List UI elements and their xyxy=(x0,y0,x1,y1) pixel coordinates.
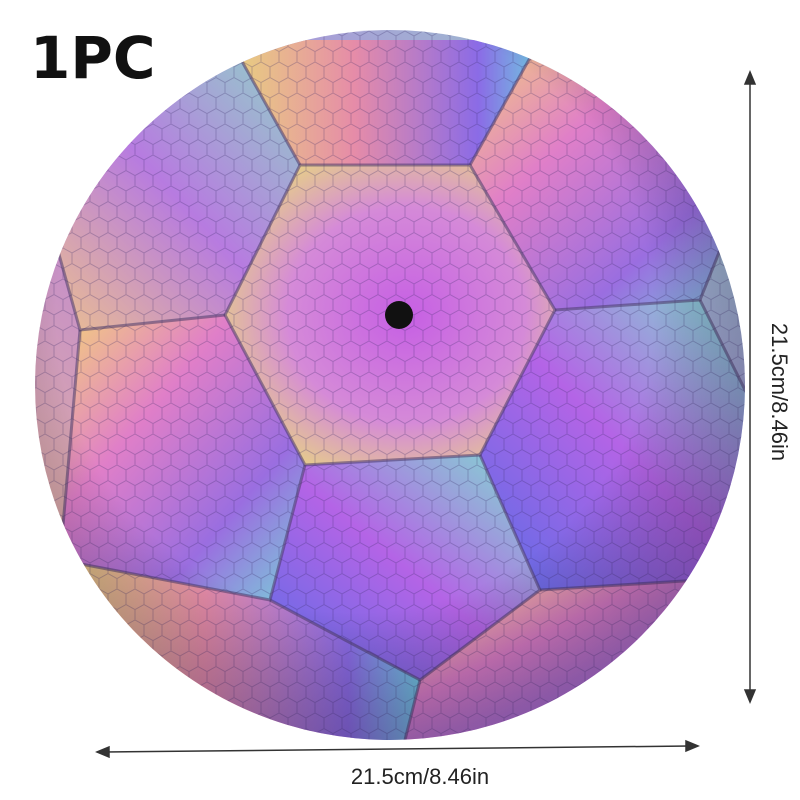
width-label: 21.5cm/8.46in xyxy=(351,764,489,789)
width-dimension xyxy=(95,739,700,759)
ball xyxy=(35,30,745,740)
quantity-badge: 1PC xyxy=(30,24,155,92)
valve xyxy=(385,301,413,329)
height-label: 21.5cm/8.46in xyxy=(767,323,792,461)
height-dimension xyxy=(743,70,757,704)
